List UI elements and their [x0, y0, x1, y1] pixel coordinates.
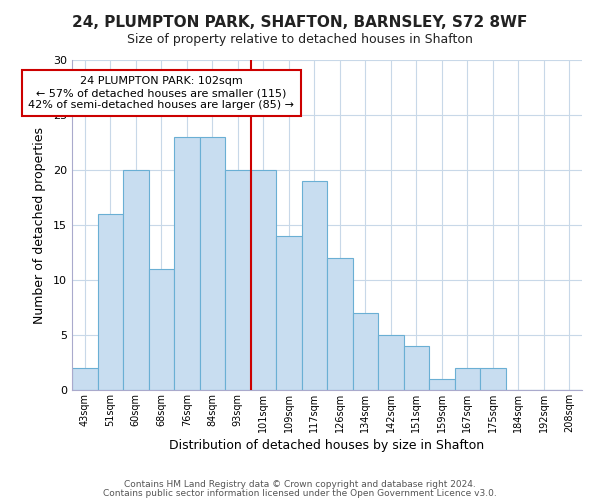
- Bar: [225, 170, 251, 390]
- Bar: [353, 313, 378, 390]
- Bar: [455, 368, 480, 390]
- Text: Contains public sector information licensed under the Open Government Licence v3: Contains public sector information licen…: [103, 488, 497, 498]
- Bar: [480, 368, 505, 390]
- Bar: [404, 346, 429, 390]
- Bar: [149, 269, 174, 390]
- Bar: [199, 137, 225, 390]
- Bar: [327, 258, 353, 390]
- Bar: [378, 335, 404, 390]
- Text: 24 PLUMPTON PARK: 102sqm
← 57% of detached houses are smaller (115)
42% of semi-: 24 PLUMPTON PARK: 102sqm ← 57% of detach…: [28, 76, 294, 110]
- Bar: [123, 170, 149, 390]
- Text: Contains HM Land Registry data © Crown copyright and database right 2024.: Contains HM Land Registry data © Crown c…: [124, 480, 476, 489]
- Bar: [251, 170, 276, 390]
- Bar: [276, 236, 302, 390]
- Bar: [97, 214, 123, 390]
- X-axis label: Distribution of detached houses by size in Shafton: Distribution of detached houses by size …: [169, 439, 485, 452]
- Bar: [302, 181, 327, 390]
- Bar: [429, 379, 455, 390]
- Text: 24, PLUMPTON PARK, SHAFTON, BARNSLEY, S72 8WF: 24, PLUMPTON PARK, SHAFTON, BARNSLEY, S7…: [73, 15, 527, 30]
- Y-axis label: Number of detached properties: Number of detached properties: [33, 126, 46, 324]
- Bar: [174, 137, 199, 390]
- Bar: [72, 368, 97, 390]
- Text: Size of property relative to detached houses in Shafton: Size of property relative to detached ho…: [127, 32, 473, 46]
